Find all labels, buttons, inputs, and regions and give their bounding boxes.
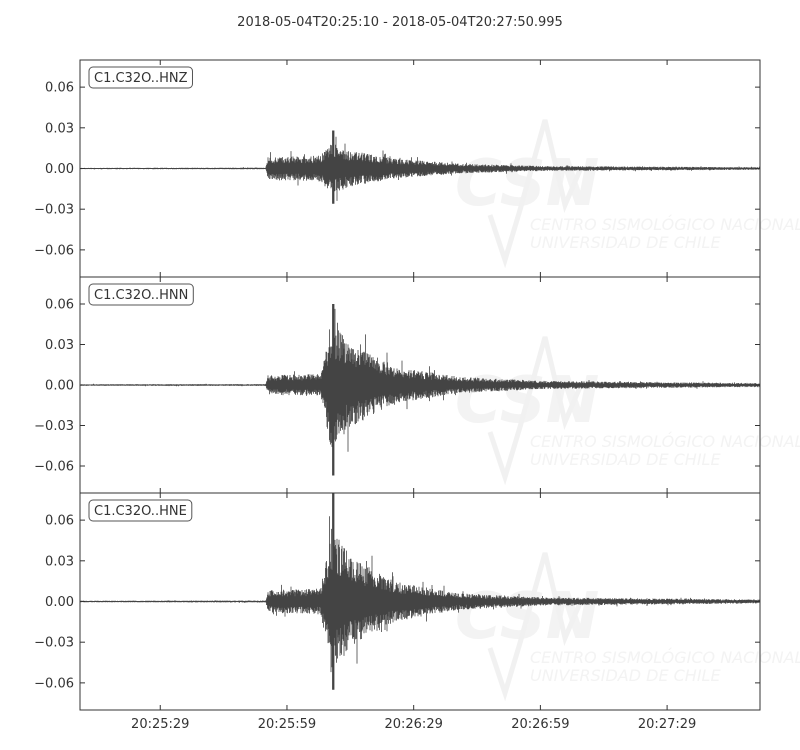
watermark-line1: CENTRO SISMOLÓGICO NACIONAL [530, 432, 800, 451]
y-tick-label: −0.06 [34, 243, 74, 258]
watermark-wave [487, 336, 583, 486]
y-tick-label: −0.03 [34, 203, 74, 218]
y-tick-label: 0.06 [45, 298, 74, 313]
y-tick-label: 0.03 [45, 554, 74, 569]
x-tick-label: 20:27:29 [638, 717, 696, 732]
x-tick-label: 20:26:29 [384, 717, 442, 732]
y-tick-label: 0.06 [45, 514, 74, 529]
y-tick-label: 0.03 [45, 121, 74, 136]
trace-label-box [88, 499, 193, 522]
y-tick-label: 0.00 [45, 162, 74, 177]
y-tick-label: 0.06 [45, 81, 74, 96]
watermark-line1: CENTRO SISMOLÓGICO NACIONAL [530, 648, 800, 667]
y-tick-label: −0.06 [34, 676, 74, 691]
chart-title: 2018-05-04T20:25:10 - 2018-05-04T20:27:5… [237, 15, 563, 30]
watermark-line2: UNIVERSIDAD DE CHILE [530, 233, 721, 252]
y-tick-label: 0.00 [45, 595, 74, 610]
trace-label-box [88, 66, 193, 89]
y-tick-label: 0.00 [45, 379, 74, 394]
trace-label: C1.C32O..HNE [94, 504, 187, 519]
x-tick-label: 20:25:59 [258, 717, 316, 732]
x-tick-label: 20:25:29 [131, 717, 189, 732]
x-tick-label: 20:26:59 [511, 717, 569, 732]
trace-label: C1.C32O..HNN [94, 288, 188, 303]
watermark-line2: UNIVERSIDAD DE CHILE [530, 666, 721, 685]
y-tick-label: 0.03 [45, 338, 74, 353]
watermark-line1: CENTRO SISMOLÓGICO NACIONAL [530, 215, 800, 234]
watermark-line2: UNIVERSIDAD DE CHILE [530, 450, 721, 469]
y-tick-label: −0.06 [34, 460, 74, 475]
y-tick-label: −0.03 [34, 636, 74, 651]
watermark-wave [487, 119, 583, 269]
trace-label-box [88, 283, 194, 306]
y-tick-label: −0.03 [34, 419, 74, 434]
trace-label: C1.C32O..HNZ [94, 71, 188, 86]
waveform-trace [79, 130, 760, 204]
